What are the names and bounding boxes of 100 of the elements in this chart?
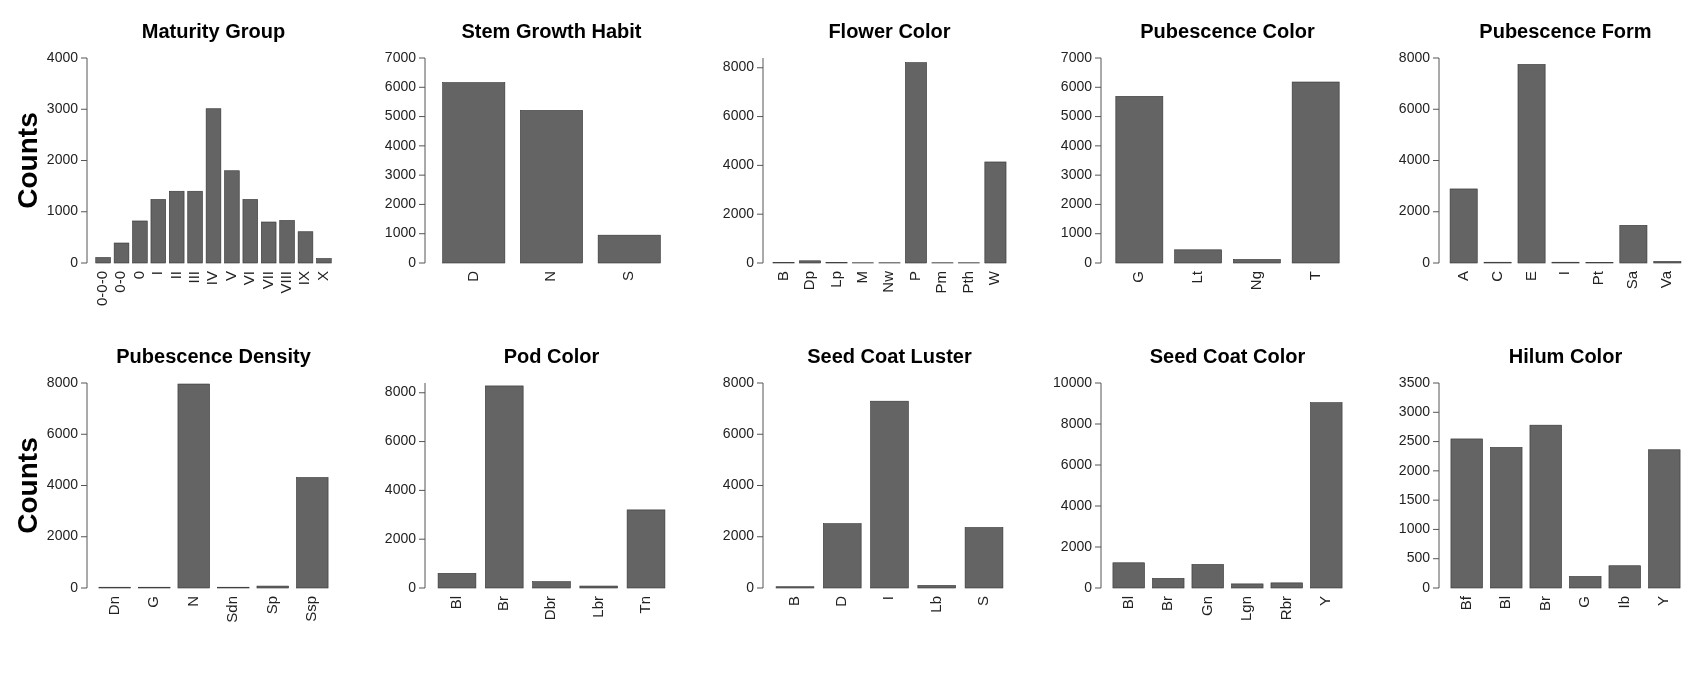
bar: [113, 242, 130, 264]
y-tick-label: 2500: [1398, 432, 1431, 449]
x-tick-label: 0-0: [111, 271, 129, 293]
x-tick-label: Sp: [262, 596, 280, 615]
x-tick-label: IV: [203, 271, 221, 286]
x-tick-label: Lgn: [1237, 596, 1255, 622]
chart-title: Seed Coat Luster: [807, 345, 972, 367]
y-tick-label: 2000: [1398, 461, 1431, 478]
bar: [187, 190, 203, 264]
bar: [905, 62, 927, 264]
y-tick-label: 4000: [1398, 151, 1431, 168]
bar: [1529, 424, 1562, 589]
bar: [1231, 583, 1264, 589]
y-tick-label: 6000: [722, 107, 755, 124]
bar: [1233, 259, 1281, 264]
y-tick-label: 4000: [1060, 496, 1093, 513]
y-tick-label: 2000: [722, 204, 755, 221]
y-tick-label: 8000: [722, 58, 755, 75]
y-tick-label: 2000: [384, 529, 417, 546]
bar: [1310, 402, 1343, 589]
x-tick-label: G: [144, 596, 162, 608]
bar: [1112, 562, 1145, 589]
x-tick-label: Dn: [104, 596, 122, 616]
y-tick-label: 6000: [722, 424, 755, 441]
x-tick-label: W: [985, 270, 1003, 286]
x-tick-label: Bl: [1496, 596, 1514, 610]
x-tick-label: P: [905, 271, 923, 282]
y-tick-label: 6000: [384, 432, 417, 449]
y-tick-label: 4000: [46, 48, 79, 65]
bar: [1619, 225, 1648, 264]
y-tick-label: 8000: [1060, 414, 1093, 431]
x-tick-label: Nw: [879, 270, 897, 293]
y-tick-label: 1500: [1398, 490, 1431, 507]
bar: [316, 258, 332, 264]
x-tick-label: Lb: [926, 596, 944, 613]
x-tick-label: D: [832, 595, 850, 607]
x-tick-label: Lp: [826, 271, 844, 288]
bar: [1115, 96, 1164, 264]
bar: [1291, 81, 1340, 264]
x-tick-label: B: [773, 271, 791, 282]
y-tick-label: 0: [70, 578, 79, 595]
bar: [917, 585, 956, 589]
x-tick-label: A: [1453, 271, 1471, 282]
x-tick-label: Br: [1535, 596, 1553, 611]
y-tick-label: 5000: [1060, 107, 1093, 124]
x-tick-label: I: [879, 596, 897, 601]
y-tick-label: 1000: [1060, 224, 1093, 241]
bar: [1648, 449, 1681, 589]
x-tick-label: Sdn: [223, 596, 241, 623]
y-tick-label: 2000: [1398, 202, 1431, 219]
y-tick-label: 3000: [384, 165, 417, 182]
x-tick-label: Rbr: [1276, 596, 1294, 621]
y-tick-label: 500: [1406, 549, 1431, 566]
x-tick-label: T: [1305, 271, 1323, 281]
x-tick-label: M: [852, 271, 870, 284]
x-tick-label: Ib: [1614, 596, 1632, 609]
x-tick-label: Dbr: [541, 596, 559, 621]
bar: [437, 573, 477, 589]
chart-title: Pubescence Color: [1140, 20, 1315, 42]
x-tick-label: Ng: [1246, 271, 1264, 291]
bar: [95, 257, 111, 264]
x-tick-label: I: [148, 271, 166, 276]
bar: [1608, 565, 1641, 589]
y-tick-label: 0: [746, 578, 755, 595]
bar: [132, 220, 148, 264]
y-tick-label: 7000: [1060, 48, 1093, 65]
bar: [1490, 447, 1523, 589]
x-tick-label: I: [1555, 271, 1573, 276]
bar: [597, 234, 661, 264]
bar: [485, 385, 524, 589]
x-tick-label: 0: [129, 271, 147, 280]
y-tick-label: 4000: [384, 136, 417, 153]
y-tick-label: 2000: [384, 195, 417, 212]
x-tick-label: VIII: [277, 271, 295, 294]
y-tick-label: 8000: [384, 383, 417, 400]
bar: [1191, 564, 1224, 589]
y-tick-label: 6000: [1060, 77, 1093, 94]
y-tick-label: 6000: [1060, 455, 1093, 472]
y-tick-label: 2000: [46, 151, 79, 168]
chart-title: Flower Color: [828, 20, 951, 42]
x-tick-label: Pt: [1589, 270, 1607, 286]
x-tick-label: V: [221, 271, 239, 282]
y-tick-label: 4000: [722, 476, 755, 493]
x-tick-label: X: [313, 271, 331, 282]
y-tick-label: 0: [1422, 578, 1431, 595]
bar: [205, 108, 222, 264]
y-tick-label: 0: [408, 578, 417, 595]
bar: [224, 170, 240, 264]
chart-title: Hilum Color: [1508, 345, 1623, 367]
bar: [279, 220, 295, 264]
x-tick-label: Bl: [1118, 596, 1136, 610]
bar: [297, 231, 314, 264]
x-tick-label: Br: [494, 596, 512, 611]
bar: [984, 161, 1007, 264]
bar: [520, 110, 583, 264]
chart-title: Seed Coat Color: [1149, 345, 1306, 367]
x-tick-label: Va: [1657, 270, 1675, 289]
x-tick-label: D: [463, 270, 481, 282]
x-tick-label: N: [183, 596, 201, 607]
x-tick-label: Br: [1158, 596, 1176, 611]
